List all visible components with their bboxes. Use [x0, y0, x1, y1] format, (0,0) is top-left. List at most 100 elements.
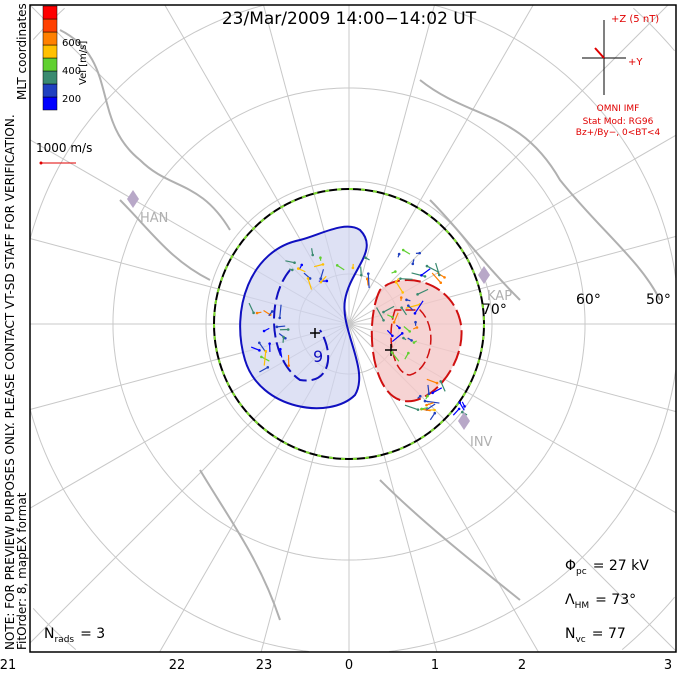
- colorbar-tick: 400: [62, 66, 81, 77]
- velocity-vector: [412, 259, 415, 264]
- vector-origin: [286, 328, 290, 331]
- velocity-vector: [424, 400, 440, 404]
- velocity-vector: [414, 300, 424, 314]
- velocity-vector: [400, 278, 413, 280]
- preview-note: NOTE: FOR PREVIEW PURPOSES ONLY. PLEASE …: [3, 114, 17, 650]
- velocity-vector: [429, 412, 436, 421]
- imf-y-label: +Y: [628, 57, 643, 68]
- mlt-label: 3: [664, 658, 672, 673]
- velocity-vector: [313, 263, 324, 268]
- potential-min-marker: [310, 328, 320, 338]
- lat-label-70: 70°: [482, 302, 507, 318]
- mlt-label: 22: [169, 658, 186, 673]
- radar-sites: [127, 190, 490, 430]
- mlt-label: 2: [518, 658, 526, 673]
- velocity-vector: [403, 326, 411, 332]
- velocity-vector: [413, 340, 418, 344]
- velocity-vector: [263, 309, 271, 316]
- mlt-meridian: [348, 4, 669, 325]
- velocity-vector: [407, 305, 414, 311]
- coastlines: [59, 29, 661, 621]
- velocity-vector: [402, 249, 411, 255]
- velocity-vector: [386, 329, 393, 337]
- velocity-vector: [432, 387, 443, 394]
- velocity-vector: [395, 277, 400, 283]
- station-inv: INV: [470, 435, 493, 450]
- imf-z-label: +Z (5 nT): [611, 14, 659, 25]
- velocity-vector: [440, 381, 446, 392]
- mlt-label: 0: [345, 658, 353, 673]
- velocity-vector: [391, 332, 403, 343]
- velocity-vector: [299, 264, 303, 269]
- velocity-vector: [393, 312, 399, 323]
- boundary-dash: [213, 188, 485, 460]
- velocity-vector: [404, 352, 409, 360]
- velocity-vector: [285, 260, 295, 264]
- velocity-vector: [397, 253, 400, 258]
- velocity-vector: [360, 266, 362, 276]
- mlt-meridian: [348, 323, 438, 653]
- mlt-label: 23: [256, 658, 273, 673]
- velocity-vector: [413, 326, 418, 330]
- lat-lon-grid: [29, 4, 677, 653]
- velocity-vector: [276, 325, 286, 328]
- velocity-vector: [421, 406, 428, 410]
- vector-origin: [287, 364, 291, 367]
- velocity-vector: [307, 278, 313, 290]
- phi-pc-stat: Φpc = 27 kV: [565, 558, 649, 577]
- velocity-vectors: [248, 248, 468, 421]
- imf-source: OMNI IMF: [597, 104, 640, 114]
- mlt-label: 1: [431, 658, 439, 673]
- dusk-cell: [239, 225, 368, 410]
- velocity-vector: [417, 395, 421, 399]
- vector-origin: [325, 279, 329, 283]
- lat-label-60: 60°: [576, 292, 601, 308]
- dawn-cell: [370, 279, 463, 403]
- velocity-vector: [426, 265, 440, 273]
- velocity-vector: [406, 299, 411, 302]
- velocity-vector: [320, 275, 327, 283]
- velocity-vector: [282, 336, 285, 343]
- imf-vector: [594, 47, 605, 59]
- velocity-vector: [366, 278, 369, 286]
- velocity-vector: [383, 305, 395, 313]
- velocity-vector: [427, 384, 430, 394]
- velocity-vector: [396, 324, 400, 329]
- contour-label: 9: [313, 347, 323, 366]
- velocity-vector: [417, 288, 429, 295]
- velocity-vector: [367, 273, 370, 289]
- dusk-inner-contour: [273, 269, 330, 382]
- velocity-vector: [320, 269, 325, 279]
- velocity-vector: [421, 268, 431, 276]
- radar-site-icon: [127, 190, 139, 208]
- colorbar-swatch: [42, 5, 58, 20]
- velocity-colorbar: [42, 5, 58, 111]
- colorbar-label: Vel [m/s]: [78, 41, 89, 85]
- velocity-vector: [435, 262, 440, 276]
- dawn-inner-contour: [390, 309, 432, 376]
- velocity-vector: [407, 337, 412, 341]
- velocity-vector: [263, 351, 267, 366]
- velocity-vector: [279, 304, 282, 318]
- colorbar-swatch: [42, 31, 58, 46]
- velocity-vector: [311, 248, 314, 256]
- velocity-vector: [431, 272, 442, 284]
- n-vc-stat: Nvc = 77: [565, 626, 626, 645]
- colorbar-swatch: [42, 96, 58, 111]
- velocity-vector: [250, 346, 260, 351]
- velocity-vector: [452, 408, 460, 416]
- velocity-vector: [426, 402, 434, 406]
- mlt-label: 21: [0, 658, 16, 673]
- n-rads-stat: Nrads = 3: [44, 626, 105, 645]
- velocity-vector: [391, 352, 400, 362]
- colorbar-swatch: [42, 70, 58, 85]
- velocity-vector: [411, 272, 426, 277]
- imf-model: Stat Mod: RG96: [583, 117, 654, 127]
- colorbar-tick: 200: [62, 94, 81, 105]
- plot-frame: [29, 4, 677, 653]
- velocity-vector: [387, 314, 393, 318]
- mlt-meridian: [348, 4, 534, 325]
- imf-condition: Bz+/By−, 0<BT<4: [576, 128, 661, 138]
